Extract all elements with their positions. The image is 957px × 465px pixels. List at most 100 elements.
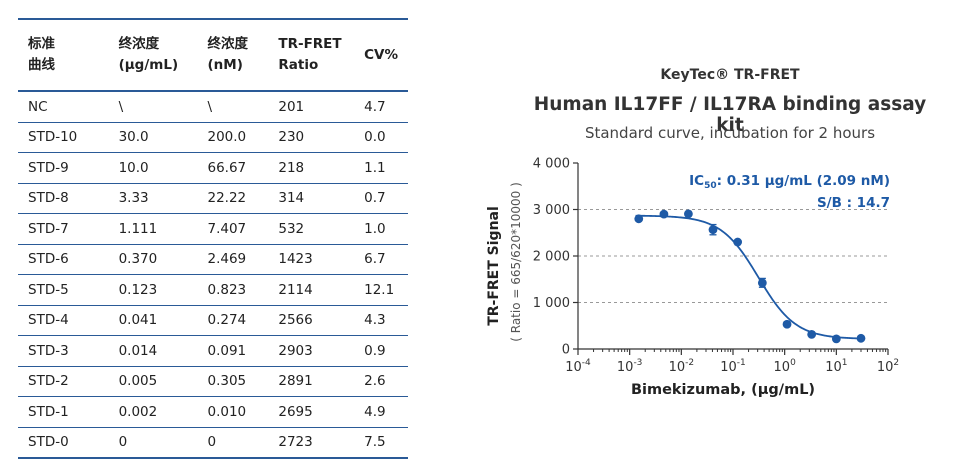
table-row: STD-9 10.0 66.67 218 1.1 [18, 152, 408, 184]
data-point [659, 209, 669, 219]
table-cell: 0.091 [196, 335, 268, 367]
table-cell: 0.370 [107, 244, 197, 275]
x-tick-exponent: 1 [842, 358, 848, 368]
table-cell: 4.3 [353, 305, 408, 336]
table-cell: 66.67 [196, 152, 268, 184]
table-row: STD-3 0.014 0.091 2903 0.9 [18, 335, 408, 367]
table-row: NC \ \ 201 4.7 [18, 91, 408, 123]
data-point [757, 278, 767, 288]
table-cell: 200.0 [196, 122, 268, 153]
x-tick-exponent: -4 [582, 358, 591, 368]
data-point [708, 225, 718, 235]
ic50-annotation: IC50: 0.31 μg/mL (2.09 nM) [689, 173, 890, 191]
table-cell: STD-1 [18, 396, 109, 428]
x-tick-label: 10-1 [720, 358, 746, 375]
table-cell: 0.041 [107, 305, 197, 336]
table-cell: NC [18, 91, 109, 123]
table-row: STD-1 0.002 0.010 2695 4.9 [18, 396, 408, 428]
y-tick-label: 3 000 [533, 203, 570, 218]
x-tick-base: 10 [877, 360, 894, 375]
table-cell: 4.7 [353, 91, 408, 123]
ic50-text: IC [689, 173, 704, 189]
table-cell: 218 [267, 152, 354, 184]
chart-subtitle: Standard curve, incubation for 2 hours [584, 124, 876, 142]
table-cell: 0.274 [196, 305, 268, 336]
table-cell: STD-0 [18, 427, 109, 459]
table-cell: 22.22 [196, 183, 268, 214]
column-header: TR-FRET Ratio [267, 19, 354, 91]
table-cell: 314 [267, 183, 354, 214]
y-axis-subtitle: ( Ratio = 665/620*10000 ) [509, 182, 523, 342]
data-point [782, 319, 792, 329]
table-cell: 0.9 [353, 335, 408, 367]
x-tick-exponent: 0 [790, 358, 796, 368]
table-cell: 1423 [267, 244, 354, 275]
x-tick-exponent: -1 [737, 358, 746, 368]
table-row: STD-2 0.005 0.305 2891 2.6 [18, 366, 408, 397]
data-point [856, 333, 866, 343]
table-row: STD-4 0.041 0.274 2566 4.3 [18, 305, 408, 336]
x-tick-label: 102 [877, 358, 899, 375]
column-header: 终浓度 (nM) [196, 19, 268, 91]
table-cell: 2903 [267, 335, 354, 367]
x-tick-base: 10 [565, 360, 582, 375]
table-cell: 7.5 [353, 427, 408, 459]
table-row: STD-10 30.0 200.0 230 0.0 [18, 122, 408, 153]
table-cell: 7.407 [196, 213, 268, 245]
data-point [807, 329, 817, 339]
table-cell: 30.0 [107, 122, 197, 153]
table-cell: 2723 [267, 427, 354, 459]
table-cell: STD-4 [18, 305, 109, 336]
table-cell: 4.9 [353, 396, 408, 428]
ic50-text: : 0.31 μg/mL (2.09 nM) [717, 173, 890, 189]
table-cell: 0 [107, 427, 197, 459]
x-tick-base: 10 [617, 360, 634, 375]
x-tick-exponent: 2 [893, 358, 899, 368]
table-cell: 0.7 [353, 183, 408, 214]
data-point [683, 209, 693, 219]
data-point [634, 214, 644, 224]
table-cell: STD-5 [18, 274, 109, 306]
table-cell: STD-3 [18, 335, 109, 367]
y-tick-label: 4 000 [533, 157, 570, 172]
fit-curve [635, 214, 862, 340]
table-row: STD-6 0.370 2.469 1423 6.7 [18, 244, 408, 275]
standard-curve-table: 标准 曲线 终浓度 (μg/mL) 终浓度 (nM) TR-FRET Ratio CV%… [18, 18, 408, 459]
table-cell: STD-10 [18, 122, 109, 153]
x-tick-label: 10-2 [669, 358, 695, 375]
table-cell: STD-2 [18, 366, 109, 397]
chart-title: Human IL17FF / IL17RA binding assay kit [533, 94, 927, 136]
table-cell: STD-6 [18, 244, 109, 275]
table-row: STD-5 0.123 0.823 2114 12.1 [18, 274, 408, 306]
table-cell: 1.1 [353, 152, 408, 184]
table-cell: 6.7 [353, 244, 408, 275]
table-cell: 2114 [267, 274, 354, 306]
x-tick-base: 10 [720, 360, 737, 375]
table-cell: 0.010 [196, 396, 268, 428]
table-cell: 201 [267, 91, 354, 123]
table-cell: 12.1 [353, 274, 408, 306]
table-cell: 0.823 [196, 274, 268, 306]
table-cell: 230 [267, 122, 354, 153]
y-tick-label: 0 [562, 343, 570, 358]
table-cell: 0.005 [107, 366, 197, 397]
ic50-subscript: 50 [704, 181, 717, 191]
table-cell: \ [107, 91, 197, 123]
sb-annotation: S/B : 14.7 [817, 195, 890, 211]
column-header: CV% [353, 19, 408, 91]
table-row: STD-7 1.111 7.407 532 1.0 [18, 213, 408, 245]
x-axis-title: Bimekizumab, (μg/mL) [631, 382, 815, 398]
y-tick-label: 2 000 [533, 250, 570, 265]
x-tick-label: 100 [774, 358, 797, 375]
chart-brand: KeyTec® TR-FRET [660, 67, 800, 83]
x-tick-base: 10 [774, 360, 791, 375]
table-cell: 2566 [267, 305, 354, 336]
x-tick-label: 101 [825, 358, 847, 375]
table-cell: 2.469 [196, 244, 268, 275]
column-header: 标准 曲线 [28, 36, 55, 73]
table-cell: 0.305 [196, 366, 268, 397]
column-header: 终浓度 (μg/mL) [107, 19, 197, 91]
x-tick-exponent: -2 [685, 358, 694, 368]
table-cell: 2695 [267, 396, 354, 428]
